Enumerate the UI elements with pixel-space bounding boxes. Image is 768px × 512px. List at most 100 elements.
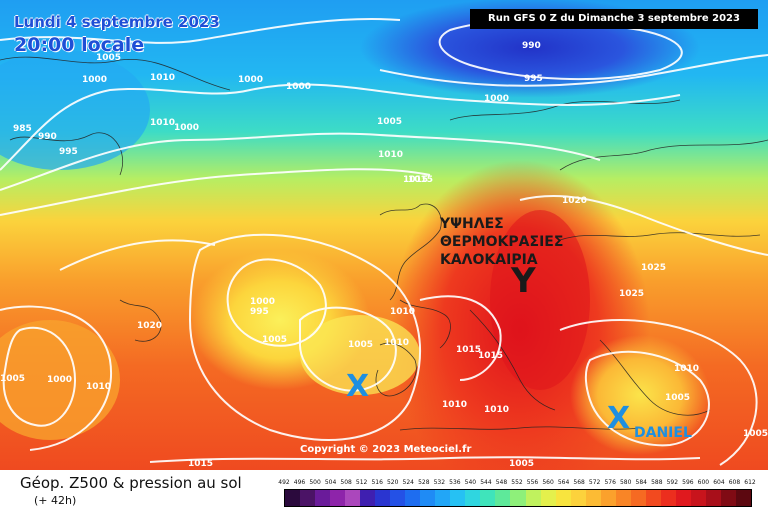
legend-swatch [405, 490, 421, 506]
legend-value-label: 496 [293, 479, 306, 486]
legend-swatch [600, 490, 616, 506]
isobar-label: 1005 [262, 335, 287, 345]
isobar-label: 1015 [456, 345, 481, 355]
greek-annotation-line3: ΚΑΛΟΚΑΙΡΙΑ [440, 252, 538, 268]
legend-value-label: 492 [278, 479, 290, 486]
legend-value-label: 512 [355, 479, 368, 486]
isobar-label: 1025 [641, 263, 666, 273]
legend-value-label: 524 [402, 479, 414, 486]
isobars [0, 18, 768, 466]
legend-value-label: 576 [604, 479, 616, 486]
isobar-label: 1010 [674, 364, 699, 374]
copyright-notice: Copyright © 2023 Meteociel.fr [300, 444, 472, 455]
legend-value-label: 556 [526, 479, 539, 486]
legend-value-label: 600 [697, 479, 710, 486]
legend-value-label: 604 [713, 479, 725, 486]
isobar-label: 1010 [384, 338, 409, 348]
isobar-label: 1010 [378, 150, 403, 160]
annotations: ΥΨΗΛΕΣ ΘΕΡΜΟΚΡΑΣΙΕΣ ΚΑΛΟΚΑΙΡΙΑ Y X X DAN… [346, 216, 692, 441]
legend-value-label: 564 [557, 479, 570, 486]
legend-swatch [390, 490, 406, 506]
legend-value-label: 544 [480, 479, 492, 486]
isobar-label: 1000 [47, 375, 72, 385]
map-footer: Géop. Z500 & pression au sol (+ 42h) 492… [0, 470, 768, 512]
forecast-hour: (+ 42h) [34, 494, 77, 507]
isobar-label: 1010 [150, 73, 175, 83]
legend-value-label: 572 [588, 479, 601, 486]
legend-value-label: 528 [418, 479, 430, 486]
legend-swatch [510, 490, 526, 506]
isobar-label: 1005 [96, 53, 121, 63]
legend-swatch [345, 490, 361, 506]
legend-value-label: 596 [682, 479, 694, 486]
legend-value-label: 540 [464, 479, 477, 486]
legend-swatch [435, 490, 451, 506]
legend-swatch [330, 490, 346, 506]
isobar-label: 1000 [484, 94, 509, 104]
legend-swatch [450, 490, 466, 506]
legend-value-label: 532 [433, 479, 446, 486]
isobar-label: 1005 [348, 340, 373, 350]
isobar-label: 1020 [137, 321, 162, 331]
isobar-label: 1020 [562, 196, 587, 206]
isobar-label: 990 [38, 132, 57, 142]
legend-swatch [465, 490, 481, 506]
legend-swatch [675, 490, 691, 506]
high-pressure-marker: Y [510, 261, 536, 301]
isobar-label: 1000 [238, 75, 263, 85]
isobar-label: 1000 [82, 75, 107, 85]
isobar-label: 995 [524, 74, 543, 84]
legend-swatch [525, 490, 541, 506]
legend-swatch [735, 490, 751, 506]
legend-value-label: 508 [340, 479, 352, 486]
greek-annotation-line1: ΥΨΗΛΕΣ [439, 216, 504, 232]
legend-swatch [285, 490, 301, 506]
isobar-label: 1005 [509, 459, 534, 469]
isobar-label: 1015 [408, 175, 433, 185]
isobar-label: 1000 [174, 123, 199, 133]
isobar-label: 1010 [150, 118, 175, 128]
legend-swatch [645, 490, 661, 506]
legend-swatch [690, 490, 706, 506]
isobar-label: 1005 [377, 117, 402, 127]
legend-swatch [360, 490, 376, 506]
legend-value-label: 568 [573, 479, 585, 486]
low-pressure-marker-west: X [346, 369, 369, 404]
isobar-label: 1010 [484, 405, 509, 415]
legend-value-label: 516 [371, 479, 383, 486]
isobar-label: 1010 [86, 382, 111, 392]
legend-swatch [720, 490, 736, 506]
legend-swatch [480, 490, 496, 506]
isobar-label: 1000 [250, 297, 275, 307]
isobar-label: 1015 [478, 351, 503, 361]
legend-swatch [555, 490, 571, 506]
isobar-label: 1005 [743, 429, 768, 439]
isobar-label: 1015 [188, 459, 213, 469]
legend-value-label: 560 [542, 479, 554, 486]
legend-swatch [300, 490, 316, 506]
legend-value-label: 520 [386, 479, 399, 486]
legend-swatch [630, 490, 646, 506]
isobar-label: 1005 [665, 393, 690, 403]
legend-swatch [705, 490, 721, 506]
legend-swatch [660, 490, 676, 506]
isobar-label: 990 [522, 41, 541, 51]
low-pressure-marker-east: X [607, 401, 630, 436]
color-legend [284, 489, 752, 507]
legend-swatch [540, 490, 556, 506]
isobar-label: 985 [13, 124, 32, 134]
legend-value-label: 552 [511, 479, 523, 486]
storm-name-label: DANIEL [634, 425, 692, 441]
legend-value-label: 592 [666, 479, 679, 486]
legend-value-label: 536 [449, 479, 461, 486]
legend-value-label: 612 [744, 479, 756, 486]
legend-swatch [585, 490, 601, 506]
legend-value-label: 584 [635, 479, 647, 486]
greek-annotation-line2: ΘΕΡΜΟΚΡΑΣΙΕΣ [440, 234, 563, 250]
isobar-label: 1015 [403, 175, 428, 185]
isobar-label: 1000 [286, 82, 311, 92]
cut-off-low-daniel [570, 335, 710, 455]
legend-value-label: 588 [651, 479, 663, 486]
warm-ridge-core [490, 210, 590, 390]
isobar-label: 1010 [390, 307, 415, 317]
